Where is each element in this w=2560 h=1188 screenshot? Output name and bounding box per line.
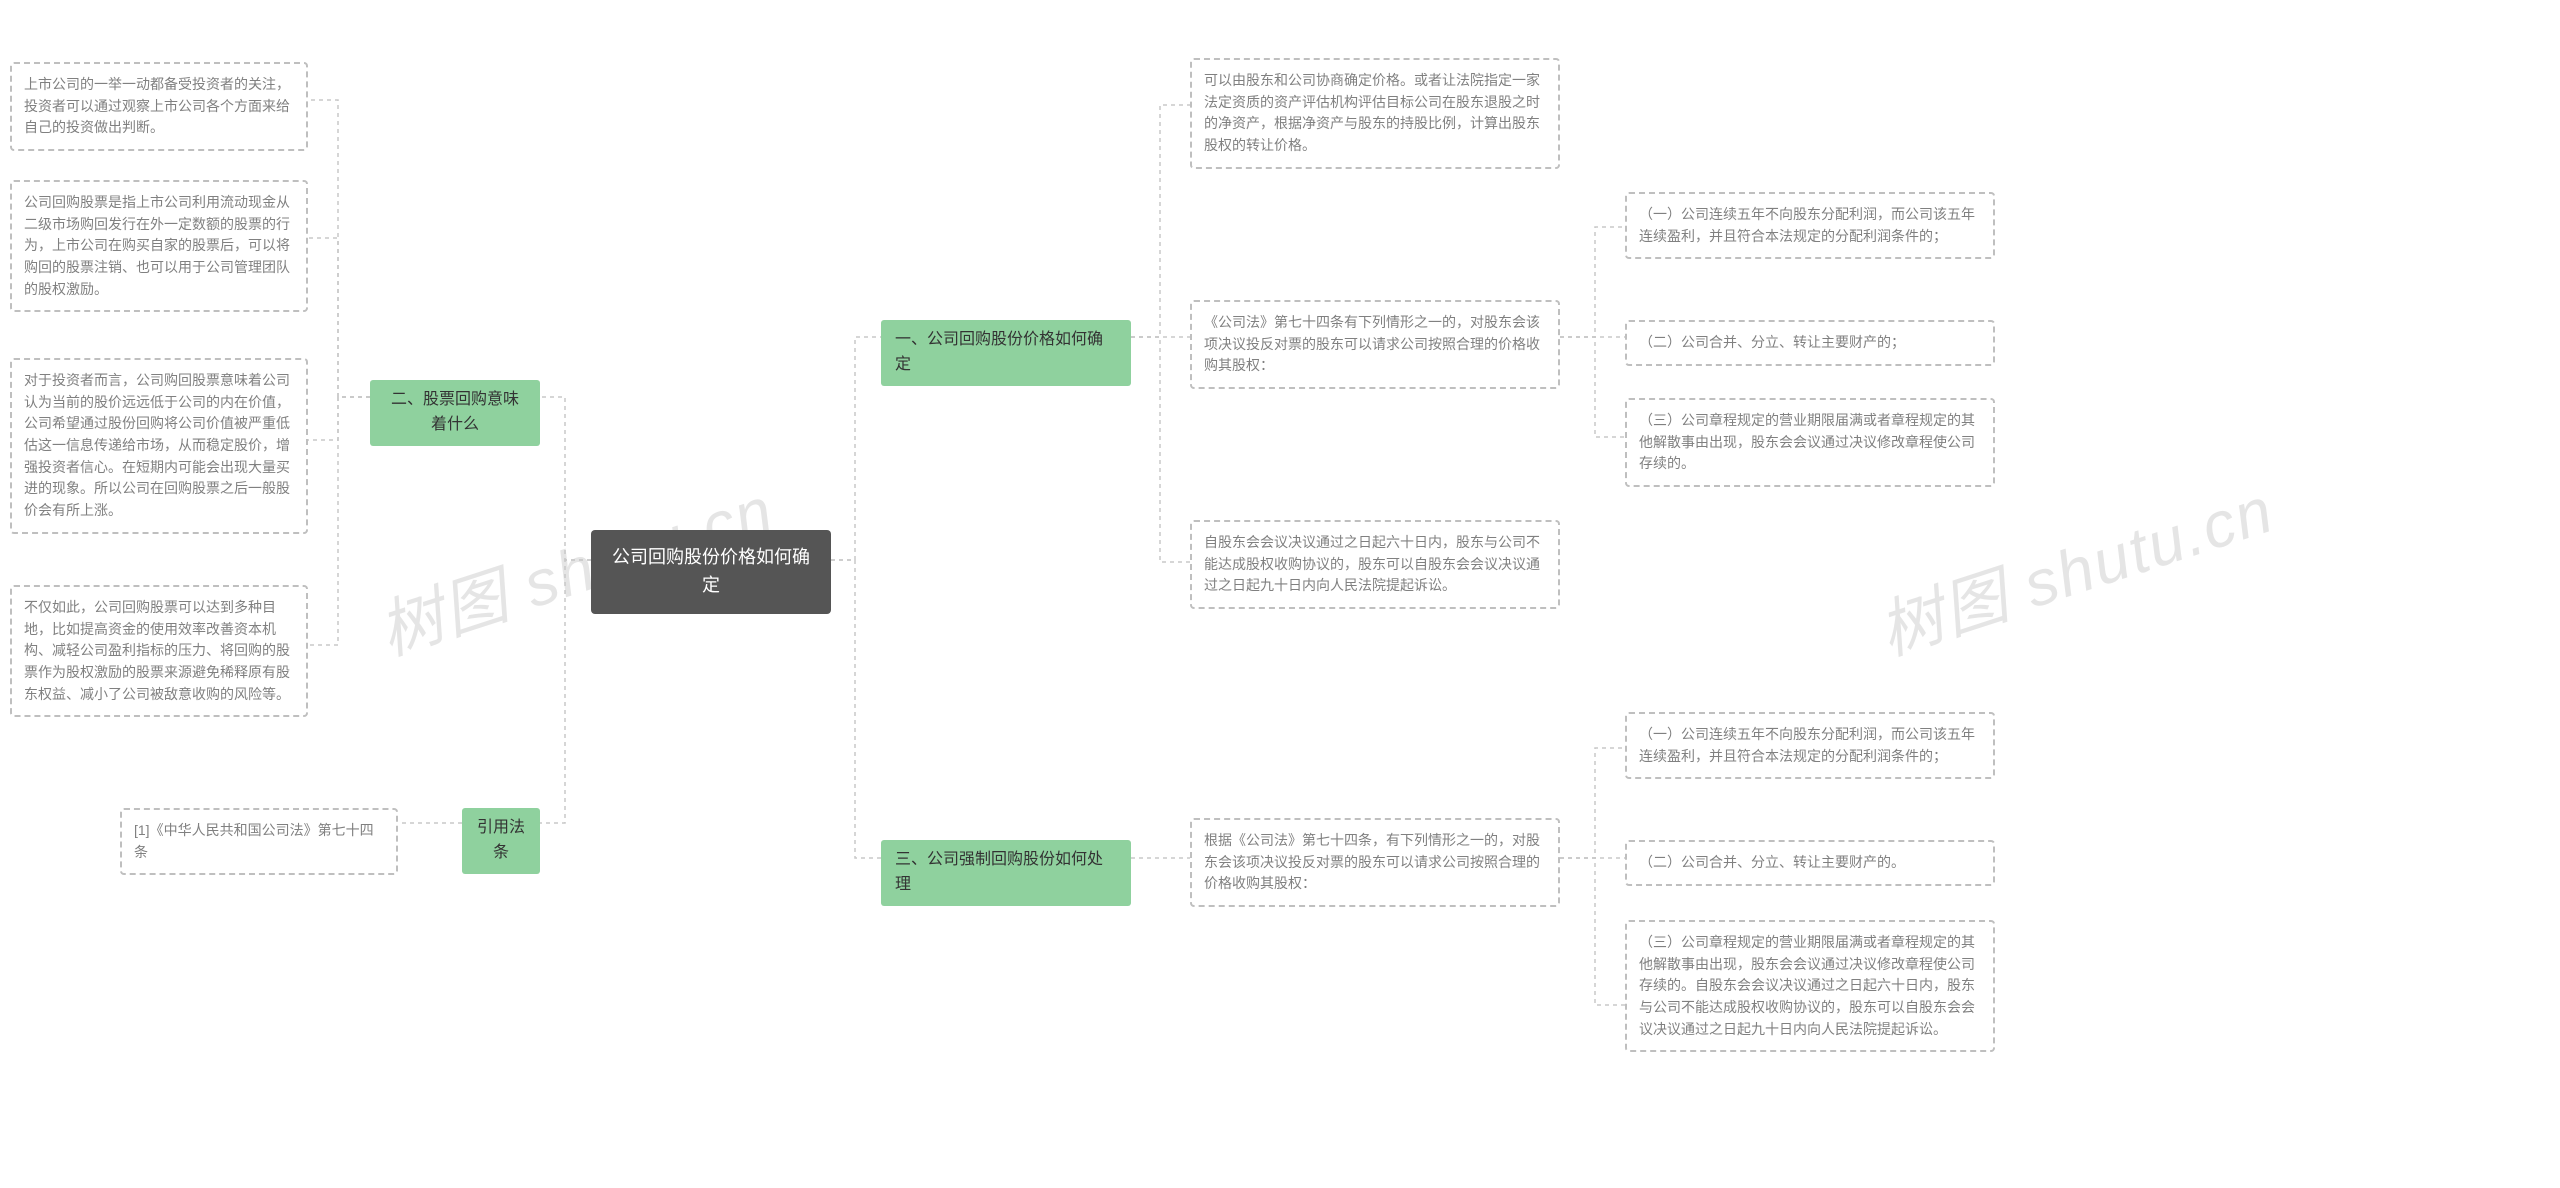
root-label: 公司回购股份价格如何确定	[612, 547, 810, 595]
branch-one-child-b: 《公司法》第七十四条有下列情形之一的，对股东会该项决议投反对票的股东可以请求公司…	[1190, 300, 1560, 389]
branch-one-child-b-sub-iii: （三）公司章程规定的营业期限届满或者章程规定的其他解散事由出现，股东会会议通过决…	[1625, 398, 1995, 487]
branch-three-child-a: 根据《公司法》第七十四条，有下列情形之一的，对股东会该项决议投反对票的股东可以请…	[1190, 818, 1560, 907]
root-node: 公司回购股份价格如何确定	[591, 530, 831, 614]
branch-three: 三、公司强制回购股份如何处理	[881, 840, 1131, 906]
branch-ref-label: 引用法条	[477, 819, 525, 861]
branch-three-label: 三、公司强制回购股份如何处理	[895, 851, 1103, 893]
branch-ref: 引用法条	[462, 808, 540, 874]
branch-one-label: 一、公司回购股份价格如何确定	[895, 331, 1103, 373]
branch-three-child-a-sub-i: （一）公司连续五年不向股东分配利润，而公司该五年连续盈利，并且符合本法规定的分配…	[1625, 712, 1995, 779]
watermark: 树图 shutu.cn	[1866, 459, 2284, 673]
branch-three-child-a-sub-ii: （二）公司合并、分立、转让主要财产的。	[1625, 840, 1995, 886]
branch-three-child-a-sub-iii: （三）公司章程规定的营业期限届满或者章程规定的其他解散事由出现，股东会会议通过决…	[1625, 920, 1995, 1052]
branch-one-child-b-sub-ii: （二）公司合并、分立、转让主要财产的；	[1625, 320, 1995, 366]
branch-two: 二、股票回购意味着什么	[370, 380, 540, 446]
branch-one: 一、公司回购股份价格如何确定	[881, 320, 1131, 386]
branch-two-child-b: 公司回购股票是指上市公司利用流动现金从二级市场购回发行在外一定数额的股票的行为，…	[10, 180, 308, 312]
branch-one-child-c: 自股东会会议决议通过之日起六十日内，股东与公司不能达成股权收购协议的，股东可以自…	[1190, 520, 1560, 609]
branch-one-child-b-sub-i: （一）公司连续五年不向股东分配利润，而公司该五年连续盈利，并且符合本法规定的分配…	[1625, 192, 1995, 259]
branch-one-child-a: 可以由股东和公司协商确定价格。或者让法院指定一家法定资质的资产评估机构评估目标公…	[1190, 58, 1560, 169]
branch-two-label: 二、股票回购意味着什么	[391, 391, 519, 433]
branch-two-child-d: 不仅如此，公司回购股票可以达到多种目地，比如提高资金的使用效率改善资本机构、减轻…	[10, 585, 308, 717]
branch-two-child-a: 上市公司的一举一动都备受投资者的关注，投资者可以通过观察上市公司各个方面来给自己…	[10, 62, 308, 151]
branch-ref-child: [1]《中华人民共和国公司法》第七十四条	[120, 808, 398, 875]
branch-two-child-c: 对于投资者而言，公司购回股票意味着公司认为当前的股价远远低于公司的内在价值，公司…	[10, 358, 308, 534]
